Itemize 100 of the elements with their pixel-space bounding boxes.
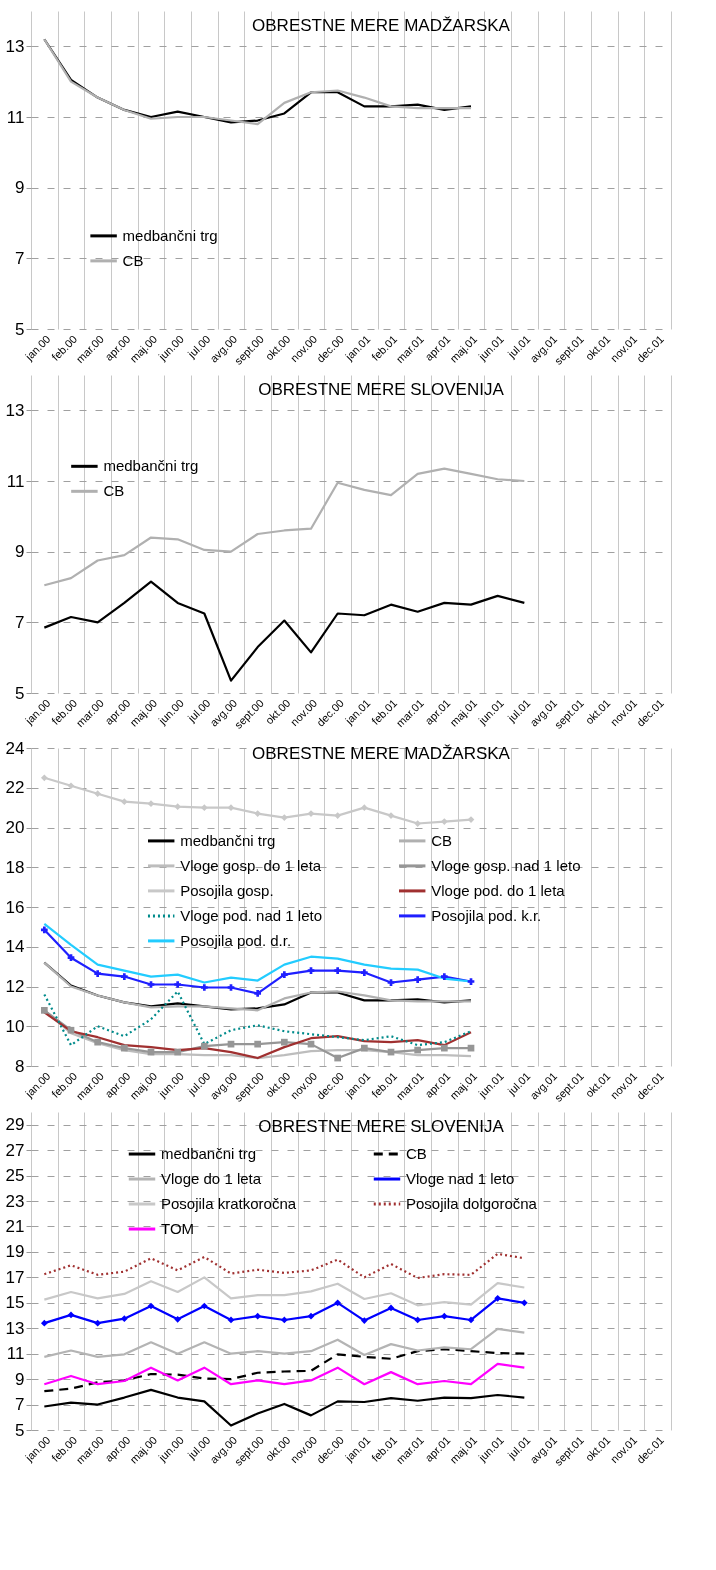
point [40, 1007, 48, 1014]
y-tick-label: 29 [5, 1115, 25, 1135]
legend-label: Vloge gosp. do 1 leta [180, 856, 322, 874]
legend-label: Vloge gosp. nad 1 leto [431, 856, 581, 874]
point [440, 1312, 448, 1320]
point [387, 1304, 395, 1312]
point [334, 1054, 342, 1062]
legend-label: medbančni trg [103, 457, 199, 475]
point [94, 970, 102, 977]
legend-label: CB [122, 251, 144, 269]
y-tick-label: 23 [5, 1191, 25, 1211]
y-tick-label: 12 [5, 977, 25, 996]
y-tick-label: 25 [5, 1166, 25, 1186]
chart-title: OBRESTNE MERE SLOVENIJA [258, 380, 505, 399]
point [40, 774, 48, 782]
point [254, 990, 262, 997]
line-series [43, 1388, 526, 1427]
point [254, 1312, 262, 1320]
y-tick-label: 11 [6, 471, 25, 491]
point [174, 1315, 182, 1323]
legend-label: Vloge nad 1 leto [406, 1170, 515, 1188]
point [200, 1042, 208, 1050]
point [494, 1294, 502, 1302]
point [280, 814, 288, 821]
legend-label: Posojila kratkoročna [161, 1195, 297, 1213]
y-tick-label: 18 [5, 857, 25, 877]
point [67, 782, 75, 790]
point [520, 1299, 528, 1307]
legend-label: Vloge pod. do 1 leta [431, 881, 566, 899]
y-tick-label: 20 [5, 818, 25, 837]
legend-label: medbančni trg [180, 831, 276, 849]
legend-label: Vloge pod. nad 1 leto [180, 906, 322, 924]
y-tick-label: 19 [5, 1242, 25, 1262]
y-tick-label: 13 [5, 36, 25, 56]
y-tick-label: 24 [5, 738, 25, 758]
y-tick-label: 22 [5, 778, 25, 798]
legend-label: medbančni trg [161, 1145, 257, 1163]
point [40, 926, 48, 934]
y-tick-label: 17 [5, 1267, 25, 1287]
legend-label: CB [103, 482, 125, 500]
point [414, 976, 422, 983]
point [120, 1315, 128, 1323]
y-tick-label: 5 [15, 1420, 25, 1440]
point [227, 984, 235, 991]
y-tick-label: 8 [15, 1056, 25, 1076]
y-tick-label: 21 [5, 1216, 25, 1236]
point [120, 798, 128, 806]
point [94, 1319, 102, 1327]
chart-title: OBRESTNE MERE MADŽARSKA [252, 744, 511, 763]
chart-title: OBRESTNE MERE SLOVENIJA [258, 1117, 505, 1136]
legend-label: Posojila pod. d.r. [180, 931, 292, 949]
point [280, 1038, 288, 1046]
y-tick-label: 7 [15, 1395, 25, 1415]
point [334, 812, 342, 819]
point [414, 1046, 422, 1054]
y-tick-label: 7 [15, 612, 25, 632]
point [67, 1026, 75, 1034]
point [227, 1316, 235, 1324]
point [94, 1038, 102, 1046]
point [414, 820, 422, 827]
y-tick-label: 5 [15, 683, 25, 703]
y-tick-label: 11 [6, 107, 25, 127]
line-series [43, 1327, 526, 1358]
point [387, 979, 395, 986]
point [174, 1048, 182, 1056]
point [360, 1317, 368, 1324]
legend-label: CB [431, 831, 453, 849]
point [40, 1319, 48, 1327]
point [334, 967, 342, 974]
point [467, 978, 475, 985]
point [307, 967, 315, 974]
legend-label: CB [406, 1145, 427, 1163]
point [254, 810, 262, 817]
y-tick-label: 7 [15, 248, 25, 268]
point [120, 973, 128, 980]
point [280, 1316, 288, 1324]
point [360, 1044, 368, 1052]
point [307, 1312, 315, 1320]
legend-label: Vloge do 1 leta [161, 1170, 262, 1188]
y-tick-label: 14 [5, 937, 25, 957]
legend-label: TOM [161, 1220, 195, 1238]
y-tick-label: 11 [6, 1344, 25, 1364]
point [280, 971, 288, 978]
line-series [43, 580, 526, 682]
point [147, 981, 155, 988]
y-tick-label: 15 [5, 1293, 25, 1313]
line-series [43, 1362, 526, 1386]
y-tick-label: 10 [5, 1016, 25, 1036]
point [120, 1044, 128, 1052]
point [414, 1316, 422, 1324]
point [67, 954, 75, 962]
y-tick-label: 13 [5, 1318, 25, 1338]
y-tick-label: 13 [5, 400, 25, 420]
point [360, 969, 368, 976]
point [334, 1299, 342, 1307]
y-tick-label: 27 [5, 1140, 25, 1160]
point [174, 981, 182, 988]
point [94, 790, 102, 798]
y-tick-label: 9 [15, 542, 25, 562]
point [254, 1040, 262, 1048]
